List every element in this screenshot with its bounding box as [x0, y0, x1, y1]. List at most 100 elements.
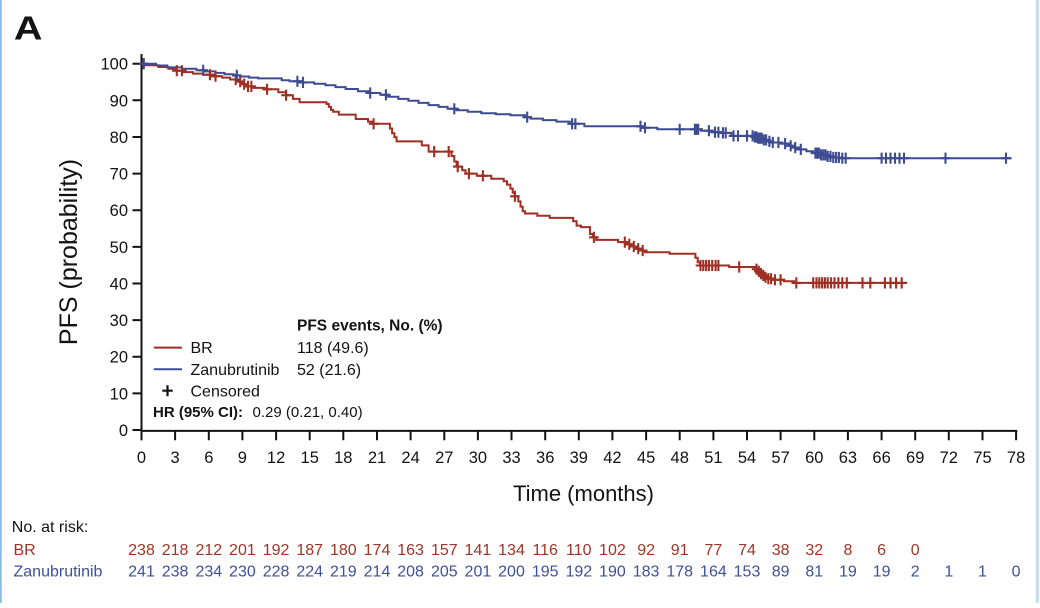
- svg-text:PFS events, No. (%): PFS events, No. (%): [297, 318, 443, 335]
- svg-text:6: 6: [204, 449, 213, 467]
- svg-text:180: 180: [330, 542, 357, 559]
- svg-text:91: 91: [671, 542, 689, 559]
- svg-text:42: 42: [603, 449, 621, 467]
- svg-text:238: 238: [128, 542, 155, 559]
- svg-text:153: 153: [734, 564, 761, 581]
- svg-text:19: 19: [873, 564, 891, 581]
- svg-text:Censored: Censored: [191, 384, 260, 401]
- svg-text:0: 0: [1012, 564, 1021, 581]
- svg-text:63: 63: [839, 449, 857, 467]
- svg-text:75: 75: [973, 449, 991, 467]
- svg-text:2: 2: [911, 564, 920, 581]
- svg-text:192: 192: [565, 564, 592, 581]
- svg-text:36: 36: [536, 449, 554, 467]
- svg-text:69: 69: [906, 449, 924, 467]
- svg-text:40: 40: [110, 276, 128, 294]
- svg-text:8: 8: [843, 542, 852, 559]
- svg-text:BR: BR: [14, 542, 36, 559]
- svg-text:1: 1: [944, 564, 953, 581]
- svg-text:52 (21.6): 52 (21.6): [297, 362, 361, 379]
- svg-text:100: 100: [100, 56, 128, 74]
- svg-text:208: 208: [397, 564, 424, 581]
- svg-text:92: 92: [637, 542, 655, 559]
- svg-text:21: 21: [368, 449, 386, 467]
- svg-text:80: 80: [110, 129, 128, 147]
- svg-text:30: 30: [110, 312, 128, 330]
- svg-text:157: 157: [431, 542, 458, 559]
- svg-text:102: 102: [599, 542, 626, 559]
- svg-text:134: 134: [498, 542, 525, 559]
- svg-text:45: 45: [637, 449, 655, 467]
- svg-text:192: 192: [263, 542, 290, 559]
- svg-text:39: 39: [570, 449, 588, 467]
- svg-text:10: 10: [110, 385, 128, 403]
- svg-text:9: 9: [238, 449, 247, 467]
- svg-text:3: 3: [171, 449, 180, 467]
- svg-text:164: 164: [700, 564, 727, 581]
- svg-text:1: 1: [978, 564, 987, 581]
- svg-text:BR: BR: [191, 340, 213, 357]
- svg-text:81: 81: [805, 564, 823, 581]
- svg-text:241: 241: [128, 564, 155, 581]
- svg-text:Zanubrutinib: Zanubrutinib: [14, 564, 103, 581]
- svg-text:32: 32: [805, 542, 823, 559]
- svg-text:0.29 (0.21, 0.40): 0.29 (0.21, 0.40): [253, 404, 363, 421]
- svg-text:No. at risk:: No. at risk:: [12, 519, 88, 536]
- svg-text:195: 195: [532, 564, 559, 581]
- svg-text:70: 70: [110, 166, 128, 184]
- svg-text:183: 183: [633, 564, 660, 581]
- svg-text:33: 33: [502, 449, 520, 467]
- svg-text:214: 214: [364, 564, 391, 581]
- svg-text:224: 224: [296, 564, 323, 581]
- svg-text:54: 54: [738, 449, 756, 467]
- svg-text:174: 174: [364, 542, 391, 559]
- svg-text:Time (months): Time (months): [513, 481, 654, 506]
- svg-text:30: 30: [469, 449, 487, 467]
- svg-text:0: 0: [119, 422, 128, 440]
- svg-text:72: 72: [940, 449, 958, 467]
- svg-text:PFS (probability): PFS (probability): [55, 159, 83, 345]
- svg-text:Zanubrutinib: Zanubrutinib: [191, 362, 280, 379]
- svg-text:187: 187: [296, 542, 323, 559]
- svg-text:234: 234: [195, 564, 222, 581]
- svg-text:141: 141: [465, 542, 492, 559]
- svg-text:57: 57: [771, 449, 789, 467]
- svg-text:66: 66: [872, 449, 890, 467]
- svg-text:27: 27: [435, 449, 453, 467]
- svg-text:201: 201: [229, 542, 256, 559]
- svg-text:230: 230: [229, 564, 256, 581]
- svg-text:118 (49.6): 118 (49.6): [297, 340, 369, 357]
- svg-text:78: 78: [1007, 449, 1025, 467]
- svg-text:12: 12: [267, 449, 285, 467]
- svg-text:219: 219: [330, 564, 357, 581]
- svg-text:60: 60: [805, 449, 823, 467]
- svg-text:178: 178: [666, 564, 693, 581]
- svg-text:190: 190: [599, 564, 626, 581]
- svg-text:20: 20: [110, 349, 128, 367]
- svg-text:38: 38: [772, 542, 790, 559]
- svg-text:51: 51: [704, 449, 722, 467]
- svg-text:116: 116: [532, 542, 558, 559]
- svg-text:6: 6: [877, 542, 886, 559]
- svg-text:18: 18: [334, 449, 352, 467]
- svg-text:110: 110: [566, 542, 592, 559]
- svg-text:89: 89: [772, 564, 790, 581]
- svg-text:228: 228: [263, 564, 290, 581]
- svg-text:50: 50: [110, 239, 128, 257]
- svg-text:212: 212: [195, 542, 222, 559]
- svg-text:19: 19: [839, 564, 857, 581]
- svg-text:77: 77: [705, 542, 723, 559]
- svg-text:60: 60: [110, 202, 128, 220]
- svg-text:238: 238: [162, 564, 189, 581]
- svg-text:0: 0: [137, 449, 146, 467]
- svg-text:200: 200: [498, 564, 525, 581]
- svg-text:A: A: [14, 10, 43, 47]
- svg-text:205: 205: [431, 564, 458, 581]
- svg-text:24: 24: [401, 449, 419, 467]
- svg-text:218: 218: [162, 542, 189, 559]
- svg-text:48: 48: [671, 449, 689, 467]
- svg-text:163: 163: [397, 542, 424, 559]
- svg-text:201: 201: [465, 564, 492, 581]
- svg-text:90: 90: [110, 92, 128, 110]
- svg-text:HR (95% CI):: HR (95% CI):: [153, 404, 243, 421]
